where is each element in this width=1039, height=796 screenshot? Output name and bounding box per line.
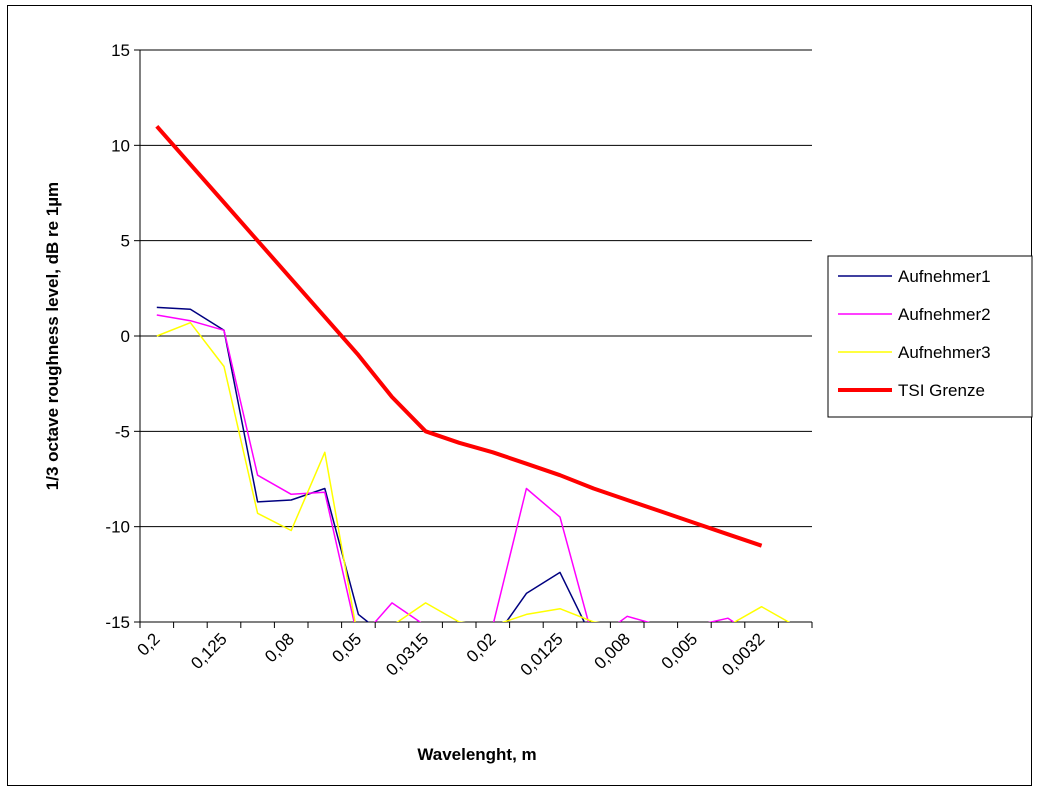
axes [134, 49, 813, 628]
legend-items: Aufnehmer1 Aufnehmer2 Aufnehmer3 TSI Grenze [838, 267, 991, 400]
legend-label-aufnehmer2: Aufnehmer2 [898, 305, 991, 324]
y-tick-label: -15 [105, 613, 130, 632]
grid-lines [140, 49, 812, 528]
legend-box [827, 255, 1033, 418]
x-axis-title: Wavelenght, m [417, 745, 536, 764]
y-tick-label: 15 [111, 41, 130, 60]
x-tick-label: 0,0315 [382, 629, 432, 679]
x-tick-label: 0,005 [658, 629, 702, 673]
y-tick-label: -10 [105, 518, 130, 537]
series-line-aufnehmer3 [156, 321, 791, 622]
x-tick-label: 0,008 [591, 629, 635, 673]
y-axis-title: 1/3 octave roughness level, dB re 1µm [43, 182, 62, 490]
legend-label-aufnehmer1: Aufnehmer1 [898, 267, 991, 286]
y-tick-label: 0 [121, 327, 130, 346]
y-tick-labels: -15 -10 -5 0 5 10 15 [105, 41, 130, 632]
legend: Aufnehmer1 Aufnehmer2 Aufnehmer3 TSI Grenze [827, 255, 1033, 418]
y-tick-label: 5 [121, 232, 130, 251]
series-line-aufnehmer2 [156, 314, 735, 622]
x-tick-label: 0,08 [261, 629, 298, 666]
x-tick-label: 0,2 [133, 629, 163, 659]
legend-label-aufnehmer3: Aufnehmer3 [898, 343, 991, 362]
x-tick-label: 0,05 [328, 629, 365, 666]
series-line-aufnehmer1 [156, 306, 586, 622]
x-tick-label: 0,0032 [718, 629, 768, 679]
y-tick-label: -5 [115, 422, 130, 441]
x-tick-labels: 0,2 0,125 0,08 0,05 0,0315 0,02 0,0125 0,008 0,0… [133, 629, 768, 679]
series-line-tsi-grenze [155, 124, 763, 548]
x-tick-label: 0,0125 [517, 629, 567, 679]
x-tick-label: 0,125 [187, 629, 231, 673]
y-tick-label: 10 [111, 136, 130, 155]
x-tick-label: 0,02 [463, 629, 500, 666]
legend-label-tsi-grenze: TSI Grenze [898, 381, 985, 400]
series-group [155, 124, 791, 622]
